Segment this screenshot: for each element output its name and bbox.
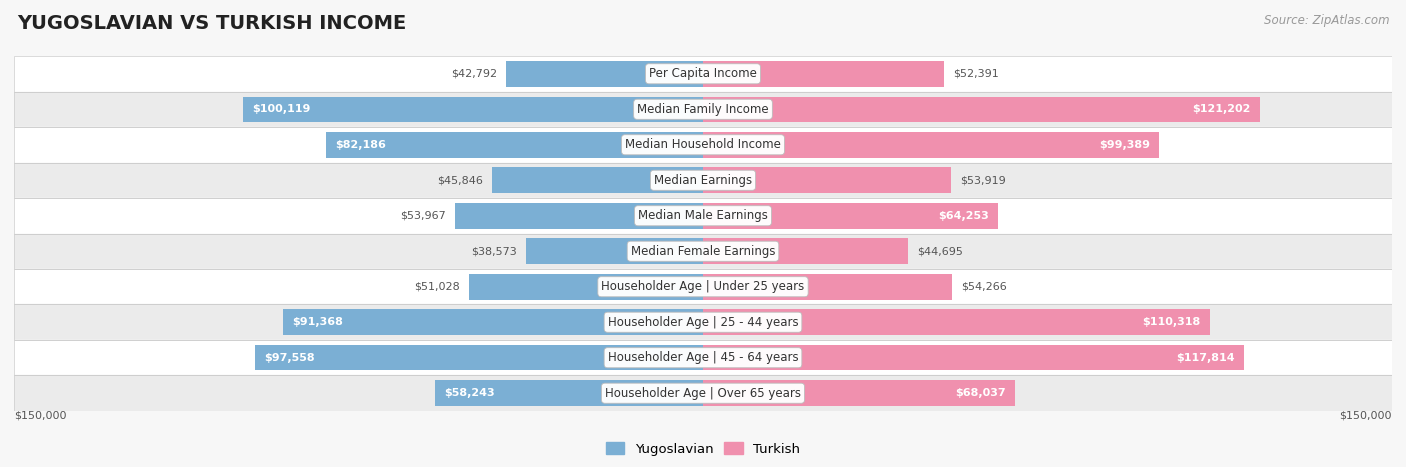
Bar (14, 56, 1392, 92)
Text: $99,389: $99,389 (1099, 140, 1150, 150)
Bar (14, 198, 1392, 234)
Text: YUGOSLAVIAN VS TURKISH INCOME: YUGOSLAVIAN VS TURKISH INCOME (17, 14, 406, 33)
Bar (14, 127, 1392, 163)
Bar (703, 274, 952, 299)
Bar (14, 340, 1392, 375)
Bar (14, 234, 1392, 269)
Text: $68,037: $68,037 (956, 388, 1007, 398)
Bar (14, 234, 1392, 269)
Text: $42,792: $42,792 (451, 69, 498, 79)
Text: $82,186: $82,186 (335, 140, 385, 150)
Text: Median Earnings: Median Earnings (654, 174, 752, 187)
Text: Median Male Earnings: Median Male Earnings (638, 209, 768, 222)
Bar (506, 61, 703, 86)
Text: $100,119: $100,119 (252, 104, 311, 114)
Bar (14, 340, 1392, 375)
Bar (456, 203, 703, 228)
Text: $44,695: $44,695 (918, 246, 963, 256)
Bar (14, 269, 1392, 304)
Bar (14, 198, 1392, 234)
Text: $38,573: $38,573 (471, 246, 516, 256)
Bar (14, 92, 1392, 127)
Bar (526, 239, 703, 264)
Text: $150,000: $150,000 (1340, 411, 1392, 421)
Bar (703, 203, 998, 228)
Bar (703, 381, 1015, 406)
Text: $97,558: $97,558 (264, 353, 315, 363)
Text: $117,814: $117,814 (1177, 353, 1234, 363)
Text: $91,368: $91,368 (292, 317, 343, 327)
Bar (703, 345, 1244, 370)
Bar (14, 163, 1392, 198)
Bar (703, 239, 908, 264)
Bar (14, 127, 1392, 163)
Text: $45,846: $45,846 (437, 175, 484, 185)
Text: $53,919: $53,919 (960, 175, 1005, 185)
Text: $64,253: $64,253 (938, 211, 988, 221)
Text: $58,243: $58,243 (444, 388, 495, 398)
Text: Householder Age | 45 - 64 years: Householder Age | 45 - 64 years (607, 351, 799, 364)
Text: $110,318: $110,318 (1142, 317, 1201, 327)
Bar (703, 310, 1209, 335)
Legend: Yugoslavian, Turkish: Yugoslavian, Turkish (600, 437, 806, 461)
Text: $52,391: $52,391 (953, 69, 998, 79)
Bar (703, 168, 950, 193)
Bar (703, 97, 1260, 122)
Bar (703, 132, 1160, 157)
Bar (14, 163, 1392, 198)
Bar (14, 375, 1392, 411)
Bar (468, 274, 703, 299)
Text: Householder Age | Over 65 years: Householder Age | Over 65 years (605, 387, 801, 400)
Bar (284, 310, 703, 335)
Text: Median Household Income: Median Household Income (626, 138, 780, 151)
Text: Householder Age | 25 - 44 years: Householder Age | 25 - 44 years (607, 316, 799, 329)
Bar (14, 375, 1392, 411)
Text: Median Female Earnings: Median Female Earnings (631, 245, 775, 258)
Text: $51,028: $51,028 (413, 282, 460, 292)
Bar (14, 304, 1392, 340)
Text: $54,266: $54,266 (962, 282, 1007, 292)
Text: Source: ZipAtlas.com: Source: ZipAtlas.com (1264, 14, 1389, 27)
Bar (243, 97, 703, 122)
Bar (436, 381, 703, 406)
Text: Median Family Income: Median Family Income (637, 103, 769, 116)
Bar (703, 61, 943, 86)
Text: Householder Age | Under 25 years: Householder Age | Under 25 years (602, 280, 804, 293)
Text: $121,202: $121,202 (1192, 104, 1250, 114)
Bar (326, 132, 703, 157)
Bar (14, 304, 1392, 340)
Bar (492, 168, 703, 193)
Text: $53,967: $53,967 (401, 211, 446, 221)
Bar (14, 56, 1392, 92)
Text: Per Capita Income: Per Capita Income (650, 67, 756, 80)
Bar (254, 345, 703, 370)
Text: $150,000: $150,000 (14, 411, 66, 421)
Bar (14, 269, 1392, 304)
Bar (14, 92, 1392, 127)
